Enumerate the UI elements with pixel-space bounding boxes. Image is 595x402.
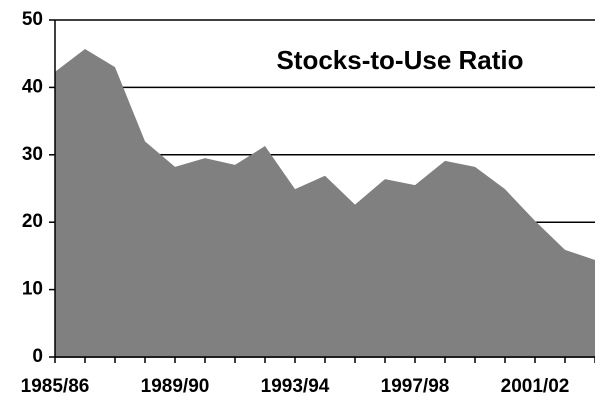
x-tick-label: 1993/94 [261, 376, 330, 397]
y-tick-label: 30 [22, 144, 43, 165]
x-tick-label: 1989/90 [141, 376, 210, 397]
y-tick-label: 20 [22, 211, 43, 232]
x-tick-label: 2001/02 [501, 376, 570, 397]
y-tick-label: 0 [32, 346, 43, 367]
x-tick-label: 1997/98 [381, 376, 450, 397]
y-tick-label: 50 [22, 9, 43, 30]
y-tick-label: 40 [22, 76, 43, 97]
x-tick-label: 1985/86 [21, 376, 90, 397]
chart-title: Stocks-to-Use Ratio [276, 45, 523, 75]
area [55, 48, 595, 358]
y-tick-label: 10 [22, 279, 43, 300]
